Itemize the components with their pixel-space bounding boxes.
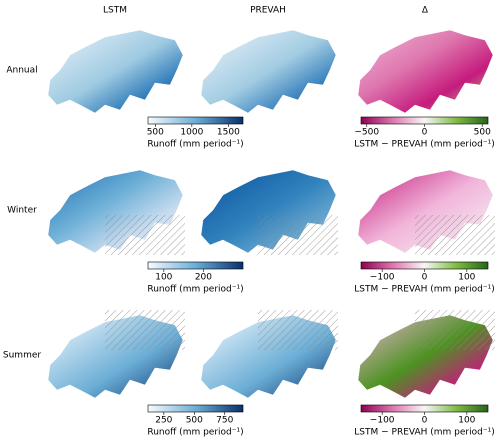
colorbar-label: Runoff (mm period⁻¹) <box>147 428 243 438</box>
colorbar <box>360 116 489 125</box>
column-title: Δ <box>422 6 429 16</box>
colorbar <box>360 404 489 413</box>
colorbar-label: Runoff (mm period⁻¹) <box>147 140 243 150</box>
colorbar-tick-label: 500 <box>474 128 491 138</box>
colorbar-label: Runoff (mm period⁻¹) <box>147 285 243 295</box>
hatch-area <box>415 310 495 350</box>
colorbar-tick-label: 100 <box>155 273 172 283</box>
colorbar-label: LSTM − PREVAH (mm period⁻¹) <box>354 140 494 150</box>
colorbar-tick-label: 200 <box>195 273 212 283</box>
colorbar-tick-label: −100 <box>370 416 395 426</box>
column-title: PREVAH <box>250 6 286 16</box>
colorbar-tick-label: 250 <box>155 416 172 426</box>
map <box>47 169 185 255</box>
colorbar-tick-label: 1000 <box>180 128 203 138</box>
colorbar-tick-label: 500 <box>186 416 203 426</box>
map <box>200 169 338 255</box>
colorbar-tick-label: 100 <box>458 416 475 426</box>
colorbar-label: LSTM − PREVAH (mm period⁻¹) <box>354 285 494 295</box>
colorbar <box>147 261 244 270</box>
colorbar-tick-label: 750 <box>216 416 233 426</box>
colorbar <box>360 261 489 270</box>
map <box>200 29 337 114</box>
map <box>200 310 338 399</box>
map <box>357 29 494 114</box>
hatch-area <box>258 310 338 350</box>
hatch-area <box>415 215 495 255</box>
colorbar <box>147 116 244 125</box>
colorbar-tick-label: 0 <box>422 273 428 283</box>
region-fill <box>200 29 337 114</box>
colorbar-tick-label: 100 <box>458 273 475 283</box>
row-label: Winter <box>7 206 37 216</box>
colorbar-tick-label: −100 <box>370 273 395 283</box>
hatch-area <box>258 215 338 255</box>
map <box>357 169 495 255</box>
colorbar-tick-label: 1500 <box>217 128 240 138</box>
colorbar-tick-label: 0 <box>422 416 428 426</box>
row-label: Summer <box>3 351 41 361</box>
maps <box>47 29 495 399</box>
colorbar-tick-label: −500 <box>354 128 379 138</box>
colorbar-tick-label: 0 <box>422 128 428 138</box>
region-fill <box>47 29 184 114</box>
region-fill <box>357 29 494 114</box>
map <box>47 29 184 114</box>
hatch-area <box>105 310 185 350</box>
map <box>47 310 185 399</box>
map <box>357 310 495 399</box>
colorbar-tick-label: 500 <box>147 128 164 138</box>
colorbar-label: LSTM − PREVAH (mm period⁻¹) <box>354 428 494 438</box>
colorbar <box>147 404 244 413</box>
row-label: Annual <box>6 66 37 76</box>
column-title: LSTM <box>103 6 127 16</box>
hatch-area <box>105 215 185 255</box>
